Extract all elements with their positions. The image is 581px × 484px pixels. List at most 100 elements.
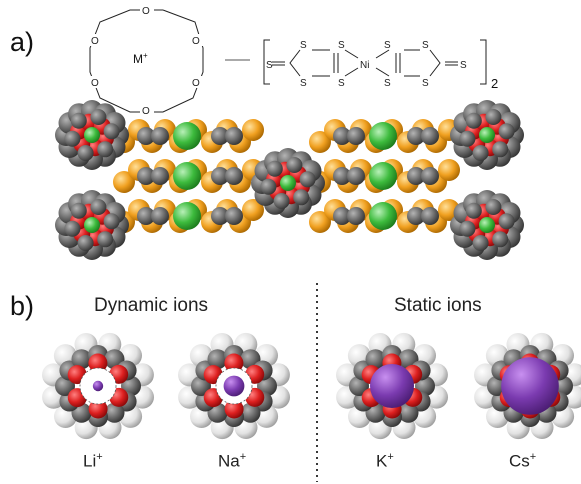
ni-dmit-molecule — [113, 119, 264, 153]
carbon-atom — [55, 376, 75, 396]
carbon-atom — [64, 130, 81, 147]
carbon-atom — [459, 130, 476, 147]
carbon-atom — [77, 235, 94, 251]
carbon-atom — [407, 167, 425, 185]
carbon-atom — [211, 207, 229, 225]
carbon-atom — [459, 220, 476, 237]
nickel-atom — [173, 122, 201, 150]
svg-text:S: S — [384, 78, 391, 89]
ion-sphere — [223, 375, 245, 397]
ni-dmit-molecule — [309, 159, 460, 193]
carbon-atom — [104, 402, 125, 423]
cation-symbol: M — [133, 52, 143, 66]
carbon-atom — [347, 207, 365, 225]
carbon-atom — [286, 157, 303, 173]
carbon-atom — [151, 207, 169, 225]
panel-b-label: b) — [10, 291, 35, 321]
sulfur-atom — [438, 159, 460, 181]
oxygen-atom — [88, 399, 108, 419]
sulfur-atom — [113, 171, 135, 193]
carbon-atom — [151, 167, 169, 185]
crystal-packing-model — [55, 100, 524, 260]
carbon-atom — [225, 167, 243, 185]
ion-label-cs: Cs+ — [509, 451, 537, 471]
carbon-atom — [64, 220, 81, 237]
oxygen-atom — [224, 353, 244, 373]
sulfur-atom — [309, 131, 331, 153]
carbon-atom — [365, 349, 386, 370]
carbon-atom — [121, 376, 141, 396]
carbon-atom — [225, 127, 243, 145]
crown-ion-models — [42, 332, 581, 440]
svg-text:O: O — [192, 78, 200, 89]
ion-model-na — [178, 332, 290, 440]
ni-dmit-complex-structure — [263, 39, 487, 85]
carbon-atom — [71, 349, 92, 370]
carbon-atom — [273, 193, 290, 209]
carbon-atom — [333, 127, 351, 145]
carbon-atom — [465, 202, 482, 219]
ion-model-cs — [474, 332, 581, 440]
carbon-atom — [137, 167, 155, 185]
carbon-atom — [257, 376, 277, 396]
carbon-atom — [266, 160, 283, 177]
crown-ether-cation-model — [450, 100, 524, 170]
carbon-atom — [103, 123, 120, 140]
carbon-atom — [407, 127, 425, 145]
carbon-atom — [225, 207, 243, 225]
crown-ether-cation-model — [55, 100, 129, 170]
crown-ether-structure — [89, 9, 250, 113]
svg-text:O: O — [91, 36, 99, 47]
crown-ether-cation-model — [450, 190, 524, 260]
svg-text:S: S — [384, 40, 391, 51]
nickel-atom — [369, 202, 397, 230]
carbon-atom — [421, 167, 439, 185]
ni-dmit-molecule — [113, 159, 264, 193]
svg-text:O: O — [142, 106, 150, 117]
svg-text:S: S — [338, 78, 345, 89]
ion-model-li — [42, 332, 154, 440]
carbon-atom — [260, 178, 277, 195]
ion-sphere — [92, 380, 104, 392]
ni-dmit-molecule — [113, 199, 264, 233]
nickel-atom — [369, 162, 397, 190]
carbon-atom — [492, 231, 509, 248]
ion-label-k: K+ — [376, 451, 394, 471]
carbon-atom — [90, 109, 107, 125]
carbon-atom — [207, 349, 228, 370]
carbon-atom — [90, 199, 107, 215]
carbon-atom — [347, 127, 365, 145]
carbon-atom — [240, 402, 261, 423]
ion-label-li: Li+ — [83, 451, 103, 471]
carbon-atom — [191, 376, 211, 396]
carbon-atom — [421, 127, 439, 145]
carbon-atom — [465, 112, 482, 129]
carbon-atom — [485, 109, 502, 125]
metal-cation — [84, 217, 100, 233]
carbon-atom — [415, 376, 435, 396]
ion-sphere — [370, 364, 414, 408]
sulfur-atom — [242, 119, 264, 141]
dynamic-ions-title: Dynamic ions — [94, 295, 209, 316]
carbon-atom — [492, 141, 509, 158]
carbon-atom — [407, 207, 425, 225]
nickel-atom — [173, 202, 201, 230]
svg-text:S: S — [460, 60, 467, 71]
ion-model-k — [336, 332, 448, 440]
panel-a-label: a) — [10, 27, 35, 57]
sulfur-atom — [242, 199, 264, 221]
carbon-atom — [421, 207, 439, 225]
svg-text:O: O — [91, 78, 99, 89]
carbon-atom — [472, 145, 489, 161]
oxygen-atom — [224, 399, 244, 419]
nickel-atom — [369, 122, 397, 150]
ni-dmit-molecule — [309, 119, 460, 153]
carbon-atom — [398, 402, 419, 423]
svg-text:S: S — [422, 78, 429, 89]
crown-ether-cation-model — [55, 190, 129, 260]
metal-cation — [84, 127, 100, 143]
crown-ether-cation-label: M+ — [133, 51, 148, 66]
svg-text:S: S — [338, 40, 345, 51]
carbon-atom — [333, 207, 351, 225]
